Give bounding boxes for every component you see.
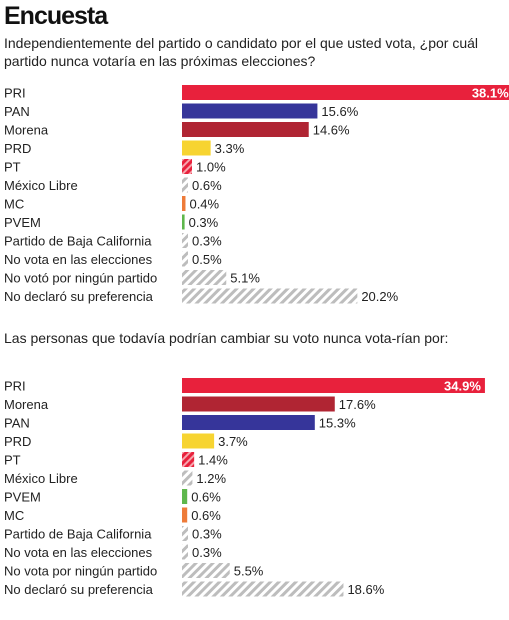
chart-1-subtitle: Independientemente del partido o candida… (4, 35, 478, 69)
bar (182, 103, 318, 119)
data-label: 1.0% (196, 160, 226, 175)
bar (182, 233, 188, 248)
category-label: No vota en las elecciones (4, 252, 153, 267)
data-label: 0.5% (192, 252, 222, 267)
category-label: PRI (4, 379, 26, 394)
chart-1: PRI 38.1% PAN 15.6% Morena 14.6% PRD 3.3% PT 1.0%… (4, 85, 509, 304)
data-label: 34.9% (444, 379, 481, 394)
data-label: 18.6% (347, 582, 384, 597)
category-label: PAN (4, 416, 30, 431)
chart-title: Encuesta (4, 2, 108, 30)
bar (182, 544, 188, 560)
bar (182, 396, 335, 412)
bar (182, 122, 309, 137)
data-label: 17.6% (339, 397, 376, 412)
bar (182, 526, 188, 541)
data-label: 15.3% (319, 416, 356, 431)
category-label: México Libre (4, 471, 78, 486)
category-label: No vota en las elecciones (4, 545, 153, 560)
data-label: 14.6% (313, 123, 350, 138)
category-label: PVEM (4, 215, 41, 230)
category-label: Morena (4, 123, 49, 138)
data-label: 0.3% (189, 215, 219, 230)
bar (182, 288, 358, 304)
category-label: PAN (4, 104, 30, 119)
bar (182, 563, 230, 578)
bar (182, 581, 344, 597)
category-label: México Libre (4, 178, 78, 193)
category-label: Morena (4, 397, 49, 412)
category-label: PT (4, 453, 21, 468)
bar (182, 214, 185, 230)
category-label: PRD (4, 434, 31, 449)
bar (182, 378, 485, 393)
data-label: 0.3% (192, 527, 222, 542)
bar (182, 507, 188, 523)
category-label: MC (4, 508, 24, 523)
bar (182, 270, 227, 285)
category-label: Partido de Baja California (4, 527, 152, 542)
data-label: 0.3% (192, 545, 222, 560)
bar (182, 159, 192, 174)
bar (182, 85, 509, 100)
category-label: PT (4, 160, 21, 175)
data-label: 1.2% (196, 471, 226, 486)
bar (182, 140, 211, 156)
data-label: 3.3% (215, 141, 245, 156)
data-label: 0.3% (192, 234, 222, 249)
data-label: 20.2% (361, 289, 398, 304)
category-label: Partido de Baja California (4, 234, 152, 249)
category-label: PRI (4, 86, 26, 101)
category-label: No votó por ningún partido (4, 271, 157, 286)
bar (182, 415, 315, 430)
category-label: PRD (4, 141, 31, 156)
bar (182, 177, 188, 193)
category-label: No declaró su preferencia (4, 582, 154, 597)
bar (182, 452, 195, 467)
data-label: 3.7% (218, 434, 248, 449)
category-label: PVEM (4, 490, 41, 505)
data-label: 15.6% (321, 104, 358, 119)
chart-2-subtitle: Las personas que todavía podrían cambiar… (4, 330, 449, 346)
data-label: 0.6% (191, 490, 221, 505)
data-label: 5.1% (230, 271, 260, 286)
bar (182, 470, 193, 486)
category-label: No declaró su preferencia (4, 289, 154, 304)
category-label: No vota por ningún partido (4, 564, 157, 579)
data-label: 5.5% (234, 564, 264, 579)
category-label: MC (4, 197, 24, 212)
data-label: 0.4% (189, 197, 219, 212)
data-label: 38.1% (472, 86, 509, 101)
data-label: 0.6% (192, 178, 222, 193)
bar (182, 489, 188, 504)
chart-2: PRI 34.9% Morena 17.6% PAN 15.3% PRD 3.7% PT 1.4%… (4, 378, 485, 597)
data-label: 0.6% (191, 508, 221, 523)
bar (182, 196, 186, 211)
data-label: 1.4% (198, 453, 228, 468)
bar (182, 251, 188, 267)
bar (182, 433, 215, 449)
